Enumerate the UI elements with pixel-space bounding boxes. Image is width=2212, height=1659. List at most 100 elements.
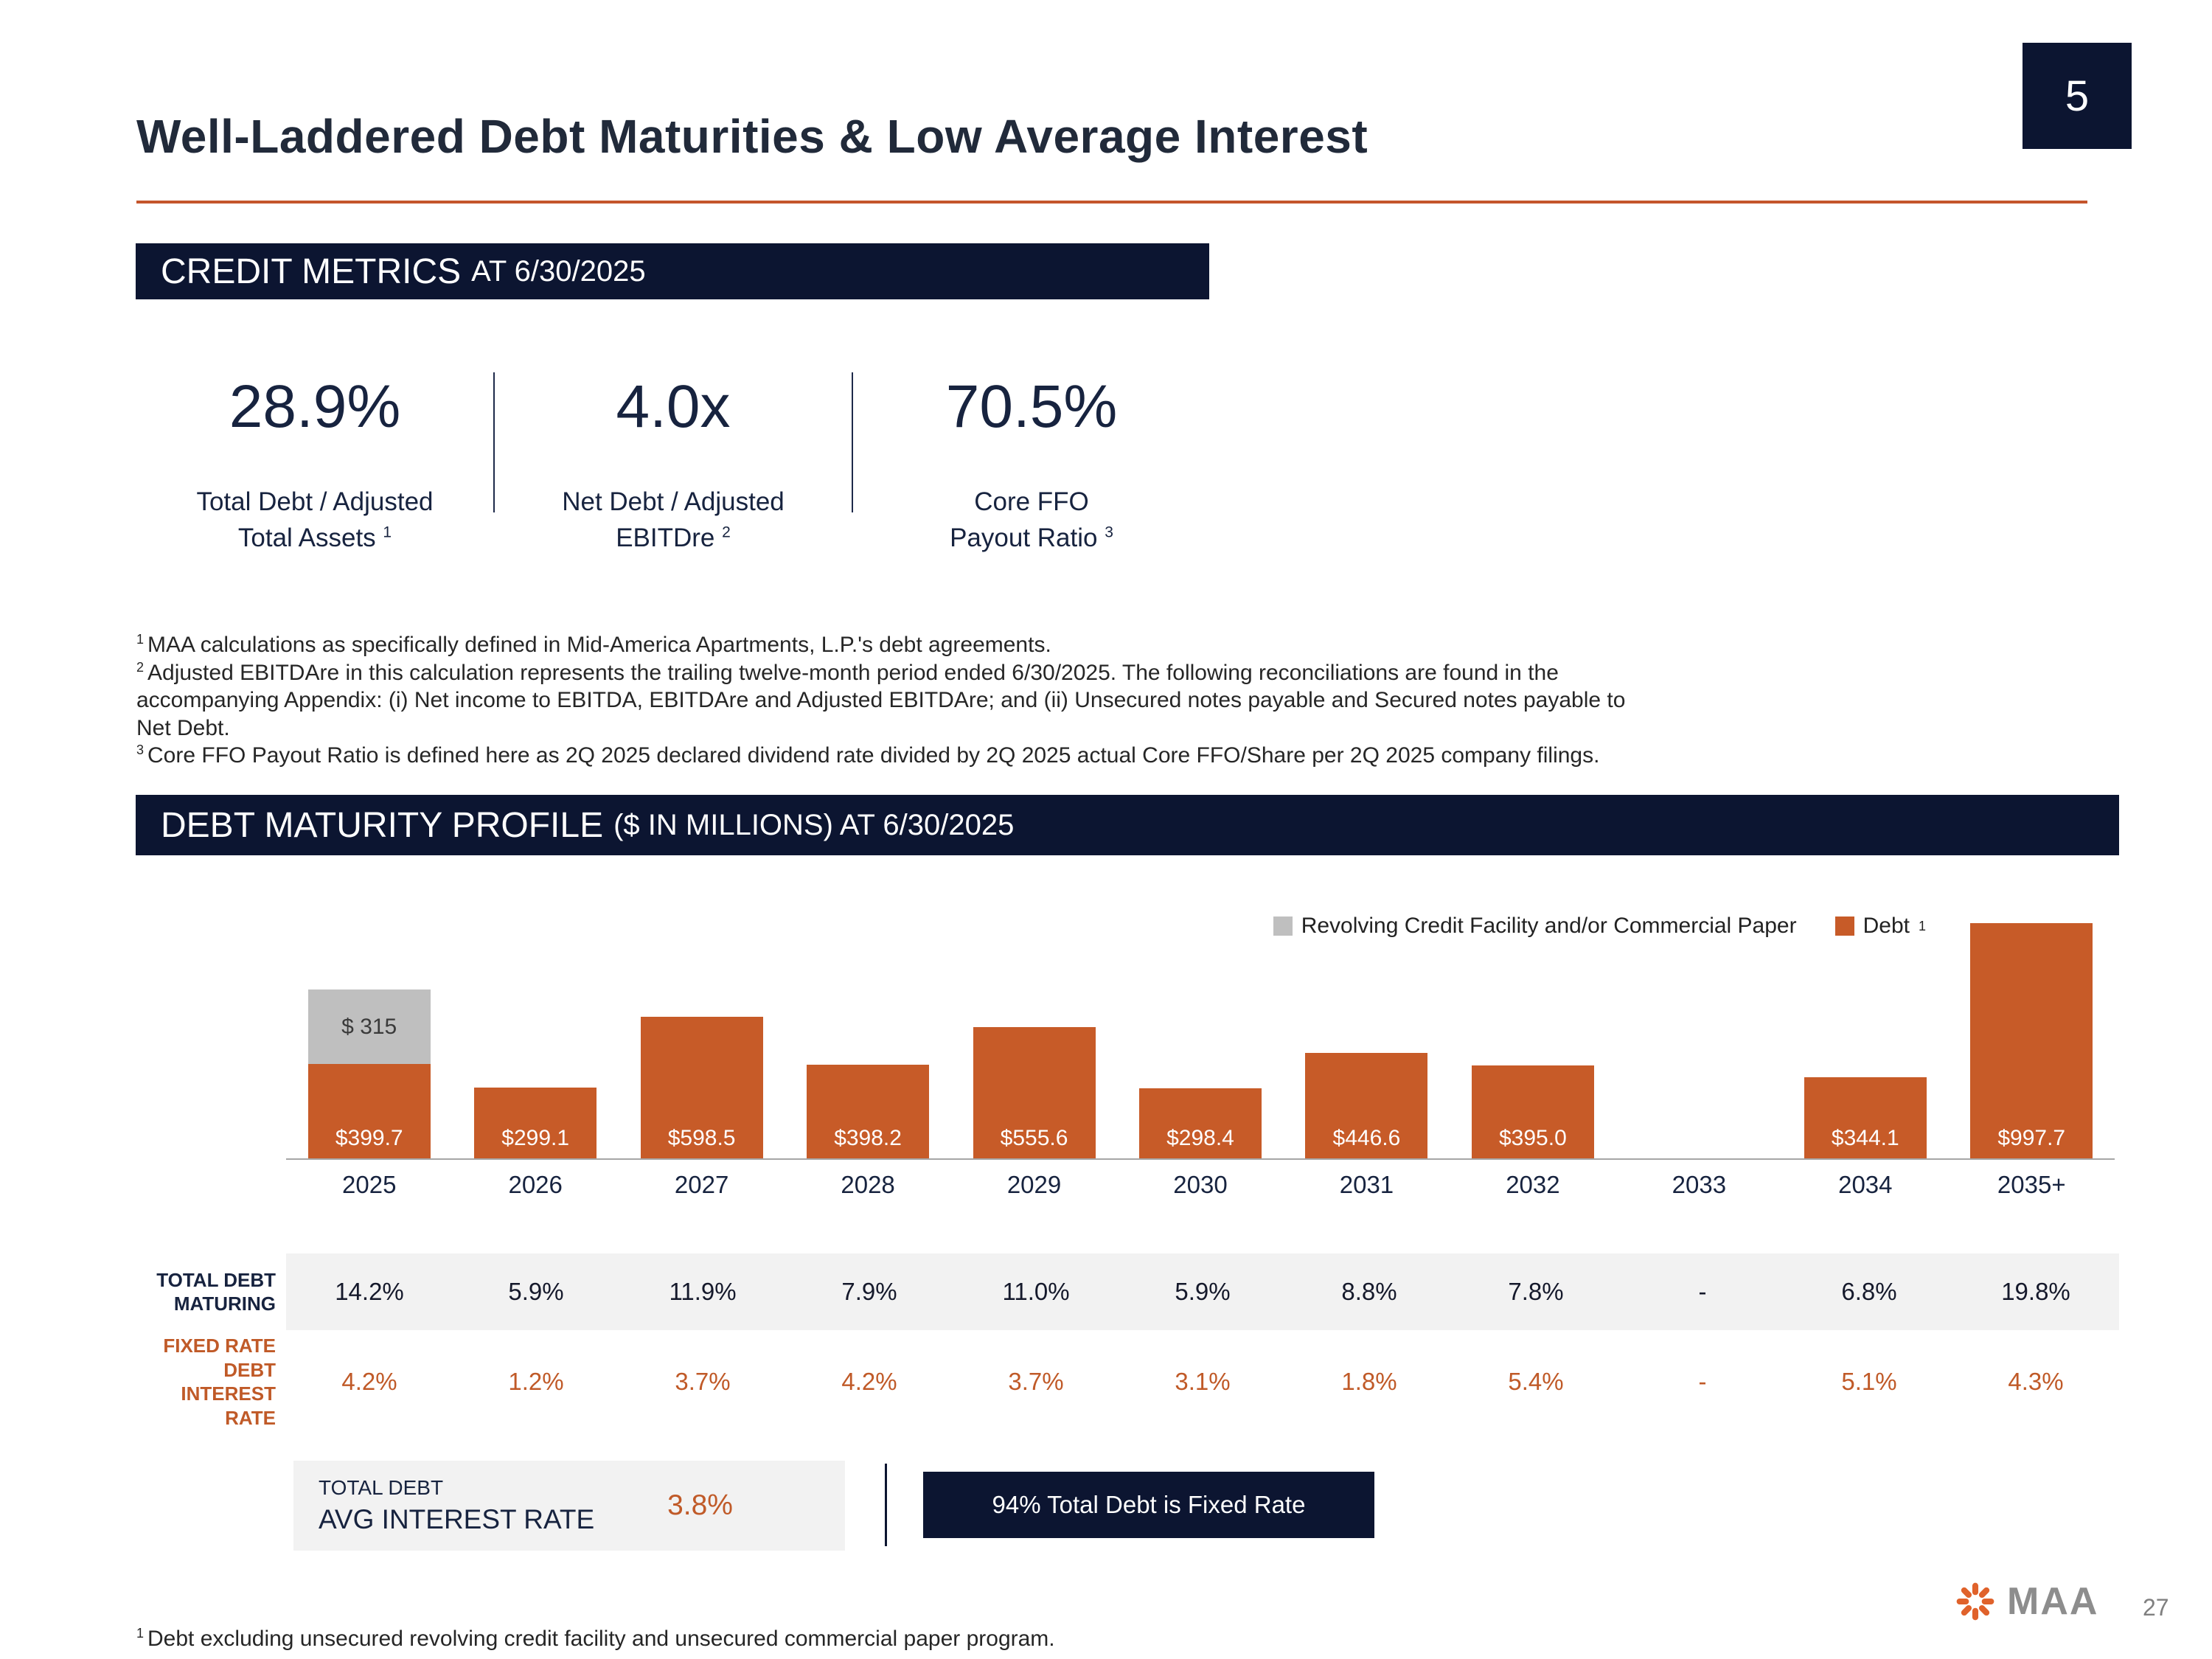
x-axis-label: 2028: [841, 1171, 895, 1198]
metric-footnote-marker: 3: [1105, 523, 1113, 540]
maturity-cell: 3.1%: [1175, 1368, 1231, 1395]
maa-logo-icon: [1956, 1582, 1994, 1621]
footer-page-number: 27: [2143, 1594, 2169, 1621]
chart-column: $398.2: [785, 917, 950, 1158]
maturity-cell: 11.9%: [669, 1278, 737, 1305]
avg-interest-label-line2: AVG INTEREST RATE: [319, 1504, 595, 1534]
metric-label: Total Debt / Adjusted Total Assets 1: [144, 484, 486, 556]
maturity-cell: 14.2%: [335, 1278, 404, 1305]
debt-maturity-header-title: DEBT MATURITY PROFILE: [161, 805, 604, 845]
debt-maturity-header-date: ($ IN MILLIONS) AT 6/30/2025: [613, 808, 1015, 841]
footnote-marker: 1: [136, 632, 145, 647]
legend-label: Revolving Credit Facility and/or Commerc…: [1301, 914, 1797, 938]
bottom-footnote: 1 Debt excluding unsecured revolving cred…: [136, 1626, 1055, 1652]
footnote-marker: 3: [136, 742, 145, 757]
metric-label: Core FFO Payout Ratio 3: [860, 484, 1203, 556]
legend-footnote-marker: 1: [1918, 918, 1926, 933]
bar-debt: $598.5: [640, 1017, 763, 1158]
bar-value-label: $997.7: [1997, 1126, 2066, 1150]
maturity-cell: -: [1698, 1368, 1707, 1395]
maturity-table: TOTAL DEBT MATURING 14.2% 5.9% 11.9% 7.9% 11.0…: [136, 1253, 2119, 1433]
metric-label: Net Debt / Adjusted EBITDre 2: [502, 484, 844, 556]
maturity-cell: 4.3%: [2008, 1368, 2064, 1395]
chart-column: $997.7: [1949, 917, 2115, 1158]
maa-logo-text: MAA: [2007, 1580, 2099, 1623]
bottom-footnote-text: Debt excluding unsecured revolving credi…: [147, 1627, 1055, 1651]
metric-label-line2: Payout Ratio: [950, 523, 1098, 552]
maturity-cell: 4.2%: [841, 1368, 897, 1395]
debt-maturity-header: DEBT MATURITY PROFILE ($ IN MILLIONS) AT…: [136, 795, 2119, 855]
credit-metrics-header: CREDIT METRICS AT 6/30/2025: [136, 243, 1209, 299]
maturity-row-label-line: TOTAL DEBT: [156, 1268, 276, 1291]
title-underline: [136, 201, 2087, 204]
bar-debt: $344.1: [1804, 1077, 1927, 1158]
bar-value-label: $398.2: [834, 1126, 902, 1150]
x-axis-label: 2025: [342, 1171, 397, 1198]
avg-interest-value: 3.8%: [667, 1489, 733, 1521]
bar-value-label: $446.6: [1332, 1126, 1401, 1150]
metric-label-line2: Total Assets: [237, 523, 376, 552]
maturity-row-cells: 4.2% 1.2% 3.7% 4.2% 3.7% 3.1% 1.8% 5.4% - 5.1% 4.3…: [286, 1343, 2119, 1420]
x-axis-label: 2029: [1006, 1171, 1062, 1198]
maturity-table-row: TOTAL DEBT MATURING 14.2% 5.9% 11.9% 7.9% 11.0…: [136, 1253, 2119, 1330]
debt-maturity-chart: Revolving Credit Facility and/or Commerc…: [286, 914, 2115, 1160]
maturity-table-row: FIXED RATE DEBT INTEREST RATE 4.2% 1.2% 3.7%…: [136, 1335, 2119, 1429]
maa-logo: MAA: [1954, 1579, 2098, 1624]
bar-debt: $399.7: [307, 1064, 431, 1158]
metric-label-line1: Core FFO: [974, 487, 1089, 517]
footnote-marker: 2: [136, 659, 145, 675]
footnote-line: 2 Adjusted EBITDAre in this calculation r…: [136, 659, 1641, 742]
maturity-row-label-line: MATURING: [173, 1293, 276, 1315]
chart-column: $298.4: [1117, 917, 1283, 1158]
x-axis-label: 2030: [1173, 1171, 1228, 1198]
bar-value-label: $344.1: [1831, 1126, 1899, 1150]
chart-column: $344.1: [1782, 917, 1948, 1158]
bar-debt: $446.6: [1305, 1053, 1428, 1158]
maturity-cell: 1.2%: [508, 1368, 564, 1395]
maturity-cell: 5.9%: [1175, 1278, 1231, 1305]
maturity-cell: 3.7%: [1008, 1368, 1064, 1395]
avg-interest-label-line1: TOTAL DEBT: [319, 1476, 444, 1499]
chart-legend: Revolving Credit Facility and/or Commerc…: [1273, 914, 1926, 939]
metric-value: 70.5%: [945, 373, 1118, 440]
bar-value-label: $ 315: [341, 1014, 397, 1039]
metric-net-debt-to-ebitdare: 4.0x Net Debt / Adjusted EBITDre 2: [495, 372, 852, 556]
footnote-text: Core FFO Payout Ratio is defined here as…: [147, 743, 1600, 768]
chart-column: $395.0: [1450, 917, 1615, 1158]
metric-value: 4.0x: [616, 373, 731, 440]
footnote-line: 3 Core FFO Payout Ratio is defined here a…: [136, 742, 1641, 770]
bar-debt: $298.4: [1138, 1088, 1262, 1158]
credit-metrics-header-date: AT 6/30/2025: [471, 254, 646, 288]
chart-column: $555.6: [951, 917, 1117, 1158]
maturity-cell: 7.9%: [841, 1278, 897, 1305]
x-axis-label: 2027: [674, 1171, 729, 1198]
avg-interest-label: TOTAL DEBT AVG INTEREST RATE: [319, 1476, 594, 1535]
maturity-row-label: FIXED RATE DEBT INTEREST RATE: [136, 1335, 286, 1429]
bar-value-label: $299.1: [501, 1126, 570, 1150]
chart-column: $ 315 $399.7: [286, 917, 452, 1158]
metric-label-line1: Total Debt / Adjusted: [196, 487, 434, 517]
metric-divider: [852, 372, 853, 512]
chart-x-axis: 2025 2026 2027 2028 2029 2030 2031 2032 2033 2034…: [286, 1171, 2115, 1199]
footnote-line: 1 MAA calculations as specifically define…: [136, 631, 1641, 659]
maturity-row-cells: 14.2% 5.9% 11.9% 7.9% 11.0% 5.9% 8.8% 7.8% - 6.8%…: [286, 1253, 2119, 1330]
chart-column: [1616, 917, 1782, 1158]
chart-column: $446.6: [1284, 917, 1450, 1158]
summary-divider: [885, 1464, 887, 1546]
maturity-cell: 5.1%: [1841, 1368, 1897, 1395]
maturity-row-label-line: INTEREST RATE: [181, 1382, 276, 1429]
metric-divider: [493, 372, 495, 512]
metric-value: 28.9%: [229, 373, 401, 440]
legend-label: Debt: [1863, 914, 1910, 938]
metric-footnote-marker: 2: [722, 523, 731, 540]
metric-label-line2: EBITDre: [616, 523, 715, 552]
bar-value-label: $395.0: [1499, 1126, 1567, 1150]
legend-swatch-revolving-credit: [1273, 917, 1293, 936]
x-axis-label: 2033: [1672, 1171, 1727, 1198]
maturity-cell: 7.8%: [1508, 1278, 1564, 1305]
bar-debt: $395.0: [1471, 1065, 1594, 1158]
legend-item: Revolving Credit Facility and/or Commerc…: [1273, 914, 1797, 939]
legend-swatch-debt: [1834, 917, 1854, 936]
chart-column: $299.1: [452, 917, 618, 1158]
credit-metrics-row: 28.9% Total Debt / Adjusted Total Assets…: [136, 372, 1210, 556]
